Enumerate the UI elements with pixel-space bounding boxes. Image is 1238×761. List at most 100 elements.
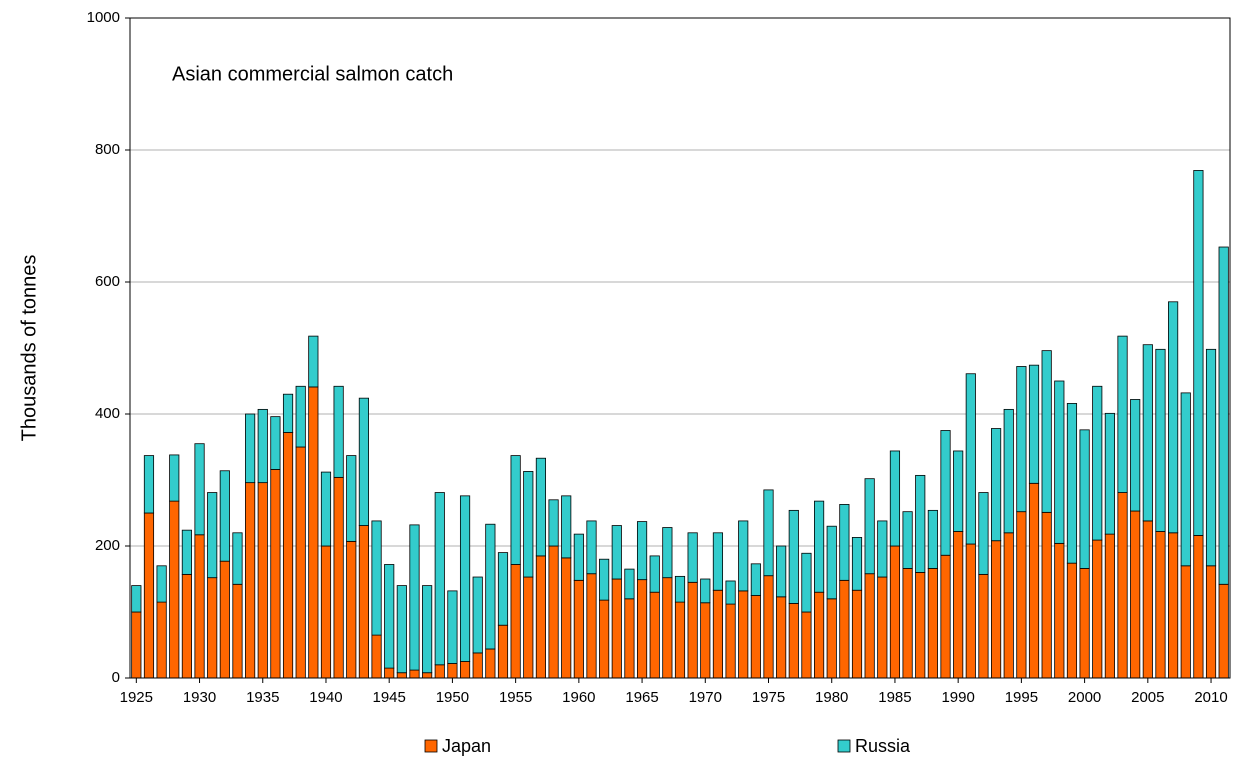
bar-segment	[371, 634, 382, 679]
bar-segment	[712, 532, 724, 591]
bar-segment	[763, 575, 774, 679]
bar-segment	[965, 373, 976, 545]
bar-segment	[1117, 335, 1128, 493]
bar-segment	[156, 565, 167, 603]
x-tick-label: 1970	[689, 689, 722, 706]
bar-segment	[548, 499, 559, 547]
x-tick-label: 1935	[246, 689, 279, 706]
bar-segment	[902, 568, 913, 679]
bar-segment	[320, 471, 332, 547]
bar-segment	[219, 470, 230, 562]
bar-segment	[257, 482, 268, 679]
y-axis-label: Thousands of tonnes	[18, 255, 40, 442]
bar-segment	[1066, 403, 1078, 564]
bar-segment	[700, 578, 711, 604]
bar-segment	[1054, 542, 1065, 679]
bar-segment	[447, 663, 458, 679]
bar-segment	[1117, 492, 1128, 679]
bar-segment	[434, 664, 445, 679]
y-tick-label: 1000	[87, 9, 120, 26]
x-tick-label: 1995	[1005, 689, 1038, 706]
bar-segment	[814, 591, 825, 679]
bar-segment	[763, 489, 774, 577]
bar-segment	[459, 661, 471, 679]
bar-segment	[207, 577, 218, 679]
bar-segment	[510, 455, 521, 565]
bar-segment	[1155, 348, 1166, 532]
bar-segment	[422, 585, 433, 674]
bar-segment	[207, 492, 218, 579]
x-tick-label: 1990	[941, 689, 974, 706]
bar-segment	[447, 590, 458, 664]
bar-segment	[194, 534, 205, 679]
bar-segment	[788, 603, 799, 679]
bar-segment	[320, 545, 332, 679]
bar-segment	[308, 386, 319, 679]
bar-segment	[738, 520, 749, 592]
bar-segment	[1016, 511, 1027, 679]
x-tick-label: 1980	[815, 689, 848, 706]
legend-swatch	[424, 739, 438, 753]
bar-segment	[877, 576, 888, 679]
bar-segment	[599, 599, 610, 679]
bar-segment	[889, 450, 901, 547]
bar-segment	[232, 583, 243, 679]
bar-segment	[586, 573, 597, 679]
bar-segment	[308, 335, 319, 388]
bar-segment	[738, 590, 749, 679]
bar-segment	[877, 520, 888, 578]
bar-segment	[826, 598, 837, 679]
bar-segment	[776, 596, 787, 679]
bar-segment	[295, 385, 306, 448]
bar-segment	[131, 611, 142, 679]
bar-segment	[422, 672, 433, 679]
bar-segment	[384, 667, 395, 679]
bar-segment	[270, 469, 281, 679]
bar-segment	[131, 585, 142, 613]
bar-segment	[1218, 246, 1229, 585]
bar-segment	[1003, 408, 1014, 534]
bar-segment	[1218, 583, 1229, 679]
bar-segment	[801, 611, 812, 679]
bar-segment	[788, 509, 799, 604]
bar-segment	[712, 589, 724, 679]
bar-segment	[927, 568, 938, 679]
bar-segment	[485, 648, 496, 679]
x-tick-label: 2010	[1194, 689, 1227, 706]
bar-segment	[156, 601, 167, 679]
bar-segment	[662, 527, 673, 579]
bar-segment	[181, 529, 192, 575]
bar-segment	[510, 564, 521, 679]
bar-segment	[864, 573, 875, 679]
bar-segment	[219, 560, 230, 679]
bar-segment	[801, 552, 812, 613]
bar-segment	[674, 575, 686, 603]
bar-segment	[169, 454, 180, 502]
bar-segment	[1066, 562, 1078, 679]
bar-segment	[346, 540, 357, 679]
bar-segment	[181, 573, 192, 679]
x-tick-label: 2000	[1068, 689, 1101, 706]
bar-segment	[839, 579, 850, 679]
bar-segment	[902, 511, 913, 569]
bar-segment	[750, 595, 761, 679]
bar-segment	[1180, 565, 1191, 679]
chart-annotation: Asian commercial salmon catch	[172, 63, 453, 85]
bar-segment	[358, 397, 369, 526]
bar-segment	[1054, 380, 1065, 544]
bar-segment	[459, 495, 471, 662]
bar-segment	[1028, 364, 1040, 484]
bar-segment	[561, 495, 572, 559]
x-tick-label: 1975	[752, 689, 785, 706]
bar-segment	[1003, 532, 1014, 679]
x-tick-label: 1950	[436, 689, 469, 706]
bar-segment	[1041, 350, 1052, 513]
plot-frame	[129, 17, 1231, 679]
bar-segment	[523, 471, 534, 578]
bar-segment	[358, 525, 369, 679]
bar-segment	[409, 524, 420, 671]
bar-segment	[649, 591, 660, 679]
bar-segment	[333, 385, 344, 478]
bar-segment	[687, 532, 698, 583]
bar-segment	[295, 446, 306, 679]
